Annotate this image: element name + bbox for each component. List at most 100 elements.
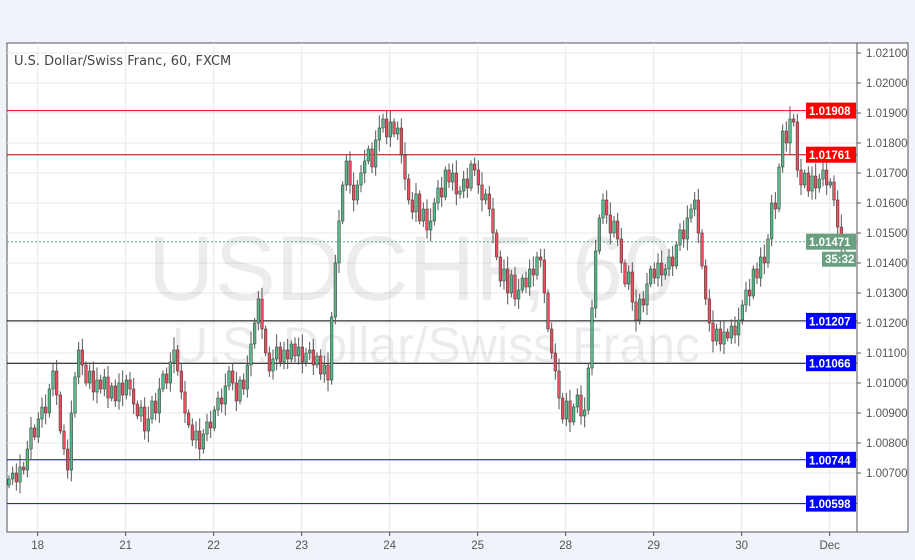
candle-body <box>458 190 462 195</box>
candle-body <box>18 466 22 483</box>
candle-body <box>784 130 788 144</box>
candle-body <box>649 268 653 285</box>
candle-body <box>198 430 202 450</box>
candle-body <box>337 220 341 264</box>
candle-body <box>289 343 293 360</box>
candle-body <box>781 130 785 168</box>
candle-body <box>51 370 55 390</box>
candle-body <box>348 160 352 186</box>
time-tick-label: 21 <box>119 540 132 552</box>
candle-body <box>385 118 389 138</box>
candle-body <box>341 184 345 222</box>
candle-body <box>678 229 682 246</box>
candle-body <box>157 388 161 414</box>
candle-body <box>597 217 601 252</box>
candle-body <box>440 187 444 198</box>
candle-body <box>722 331 726 345</box>
candle-body <box>539 256 543 261</box>
time-tick-label: 29 <box>647 540 660 552</box>
horizontal-line-price-label: 1.01066 <box>809 359 851 371</box>
candle-body <box>282 349 286 363</box>
candle-body <box>425 208 429 231</box>
candle-body <box>55 370 59 396</box>
horizontal-line-price-label-bg <box>806 312 856 329</box>
candle-body <box>546 292 550 330</box>
candle-body <box>99 379 103 390</box>
candle-body <box>62 430 66 450</box>
candle-body <box>594 250 598 309</box>
candle-body <box>836 199 840 228</box>
candle-body <box>696 199 700 234</box>
candle-body <box>392 121 396 135</box>
price-tick-label: 1.00800 <box>866 438 908 450</box>
candle-body <box>506 268 510 294</box>
candle-body <box>660 262 664 276</box>
time-tick-label: 30 <box>735 540 748 552</box>
candle-body <box>234 382 238 402</box>
price-axis[interactable]: 1.02100 1.02000 1.01900 1.01800 1.01700 1.016… <box>857 48 908 480</box>
candle-body <box>113 385 117 402</box>
countdown-label: 35:32 <box>825 254 854 266</box>
candle-body <box>652 268 656 279</box>
candle-body <box>212 409 216 429</box>
candle-body <box>407 178 411 201</box>
candle-body <box>311 349 315 366</box>
time-tick-label: 23 <box>295 540 308 552</box>
candle-body <box>630 271 634 303</box>
candle-body <box>293 343 297 357</box>
candle-body <box>517 289 521 300</box>
candle-body <box>308 349 312 354</box>
candle-body <box>495 232 499 258</box>
price-tick-label: 1.02100 <box>866 48 908 60</box>
time-axis[interactable]: 18 21 22 23 24 25 28 29 30 Dec <box>31 532 840 552</box>
grid <box>7 43 857 532</box>
candle-body <box>689 208 693 219</box>
current-price-label: 1.01471 <box>809 237 851 249</box>
candle-body <box>715 328 719 342</box>
candle-body <box>84 364 88 384</box>
candle-body <box>183 391 187 414</box>
candle-body <box>564 400 568 420</box>
candle-body <box>267 352 271 372</box>
price-tick-label: 1.01200 <box>866 318 908 330</box>
candle-body <box>605 199 609 216</box>
candle-body <box>704 265 708 300</box>
candle-body <box>172 349 176 363</box>
candle-body <box>176 349 180 372</box>
candle-body <box>436 187 440 204</box>
candle-body <box>355 184 359 201</box>
candle-body <box>110 385 114 399</box>
candle-body <box>645 283 649 306</box>
candle-body <box>663 268 667 276</box>
candle-body <box>726 331 730 339</box>
candle-body <box>682 229 686 240</box>
candle-body <box>421 208 425 222</box>
candle-body <box>583 409 587 417</box>
candle-body <box>737 319 741 336</box>
candle-body <box>432 202 436 222</box>
candle-body <box>249 343 253 366</box>
price-tick-label: 1.01000 <box>866 378 908 390</box>
candle-body <box>762 256 766 264</box>
candle-body <box>616 220 620 240</box>
candle-body <box>161 373 165 390</box>
price-tick-label: 1.01600 <box>866 198 908 210</box>
candle-body <box>80 349 84 366</box>
price-tick-label: 1.01400 <box>866 258 908 270</box>
candle-body <box>322 364 326 375</box>
candle-body <box>205 421 209 435</box>
candle-body <box>410 199 414 213</box>
candle-body <box>201 433 205 450</box>
candle-body <box>480 184 484 201</box>
candle-body <box>638 298 642 321</box>
candle-body <box>256 298 260 324</box>
candle-body <box>462 178 466 192</box>
candle-body <box>557 370 561 399</box>
watermark-symbol: USDCHF, 60 <box>148 218 675 320</box>
candle-body <box>575 394 579 408</box>
candle-body <box>403 154 407 180</box>
candle-body <box>487 193 491 210</box>
candle-body <box>143 406 147 432</box>
candle-body <box>693 199 697 210</box>
